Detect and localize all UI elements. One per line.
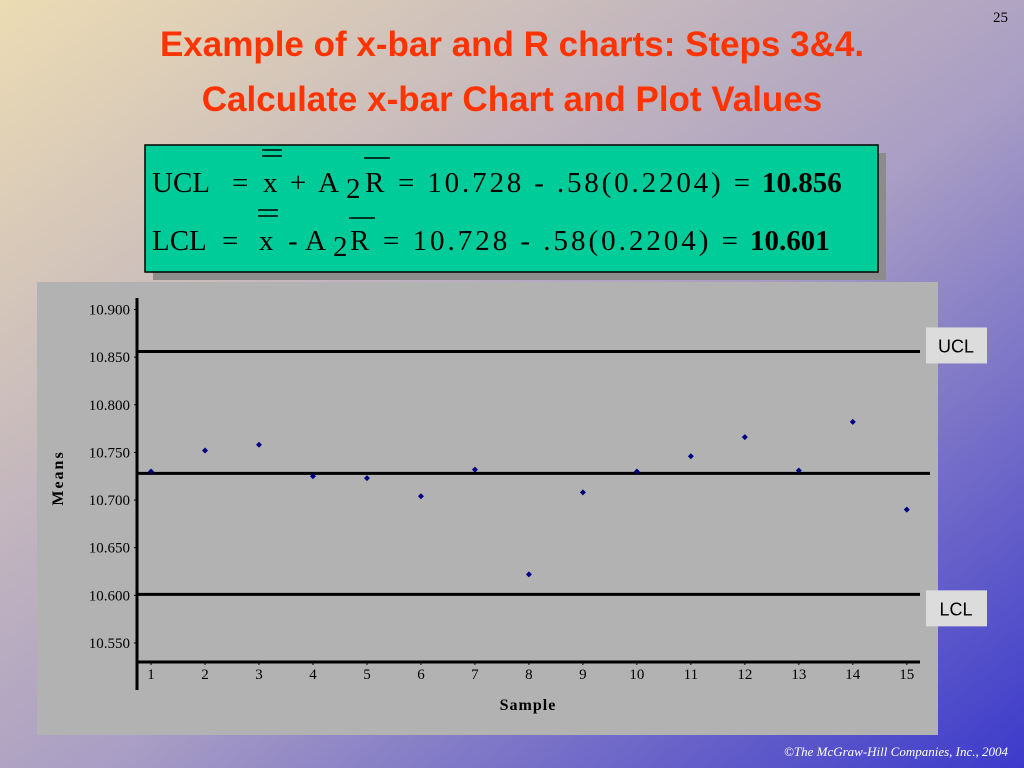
formula-result: 10.601: [750, 225, 830, 257]
x-tick-label: 8: [525, 667, 533, 683]
formula-op: -: [288, 225, 298, 257]
point: [256, 441, 262, 448]
formula-eq: =: [232, 167, 248, 199]
formula-result: 10.856: [762, 167, 842, 199]
y-tick-label: 10.600: [89, 588, 130, 604]
chart: 10.550 10.600 10.650 10.700 10.750 10.800 10.8…: [50, 298, 987, 714]
formula-lhs: UCL: [152, 167, 210, 199]
y-tick-label: 10.650: [89, 541, 130, 557]
point: [795, 467, 802, 474]
point: [687, 453, 694, 460]
x-tick-label: 5: [363, 667, 371, 683]
formula-a: A: [305, 225, 326, 257]
y-tick-label: 10.850: [89, 350, 130, 366]
x-tick-label: 4: [309, 667, 317, 683]
formula-sub: 2: [333, 231, 348, 263]
formula-r: R: [365, 167, 385, 199]
y-tick-label: 10.800: [89, 398, 130, 414]
formula-calc: = 10.728 - .58(0.2204) =: [383, 225, 738, 257]
control-label: UCL: [938, 336, 974, 356]
x-tick-label: 3: [255, 667, 263, 683]
x-tick-label: 2: [201, 667, 209, 683]
formula-a: A: [318, 167, 339, 199]
y-tick-label: 10.700: [89, 493, 130, 509]
x-tick-label: 9: [579, 667, 587, 683]
point: [417, 493, 424, 500]
control-label: LCL: [939, 599, 972, 619]
footer: ©The McGraw-Hill Companies, Inc., 2004: [784, 744, 1008, 759]
point: [741, 434, 748, 441]
point: [579, 489, 586, 496]
formula-x: x: [263, 167, 278, 199]
point: [525, 571, 532, 578]
x-tick-label: 12: [737, 667, 752, 683]
point: [309, 473, 316, 480]
point: [633, 468, 640, 475]
point: [148, 468, 155, 475]
formula-x: x: [259, 225, 274, 257]
chart-panel: [37, 282, 938, 735]
point: [849, 418, 856, 425]
x-tick-label: 1: [147, 667, 155, 683]
point: [903, 506, 910, 513]
x-tick-label: 6: [417, 667, 425, 683]
point: [363, 475, 370, 482]
formula-sub: 2: [346, 173, 361, 205]
x-tick-label: 11: [684, 667, 698, 683]
formula-r: R: [350, 225, 370, 257]
y-axis-label: Means: [50, 450, 67, 505]
point: [471, 466, 478, 473]
formula-calc: = 10.728 - .58(0.2204) =: [398, 167, 750, 199]
control-label-box: [926, 327, 987, 364]
formula-box: [144, 144, 879, 273]
y-tick-label: 10.900: [89, 303, 130, 319]
y-tick-label: 10.750: [89, 445, 130, 461]
x-tick-label: 7: [471, 667, 479, 683]
title-line: Calculate x-bar Chart and Plot Values: [202, 80, 822, 119]
x-tick-label: 14: [845, 667, 861, 683]
formula-op: +: [290, 167, 306, 199]
formula-lhs: LCL: [152, 225, 207, 257]
x-tick-label: 13: [791, 667, 806, 683]
page-number: 25: [993, 10, 1008, 26]
x-tick-label: 15: [899, 667, 914, 683]
control-label-box: [926, 590, 987, 627]
x-axis-label: Sample: [500, 697, 557, 714]
formula-eq: =: [222, 225, 238, 257]
x-tick-label: 10: [629, 667, 644, 683]
point: [202, 447, 209, 454]
y-tick-label: 10.550: [89, 636, 130, 652]
title-line: Example of x-bar and R charts: Steps 3&4…: [160, 25, 864, 64]
